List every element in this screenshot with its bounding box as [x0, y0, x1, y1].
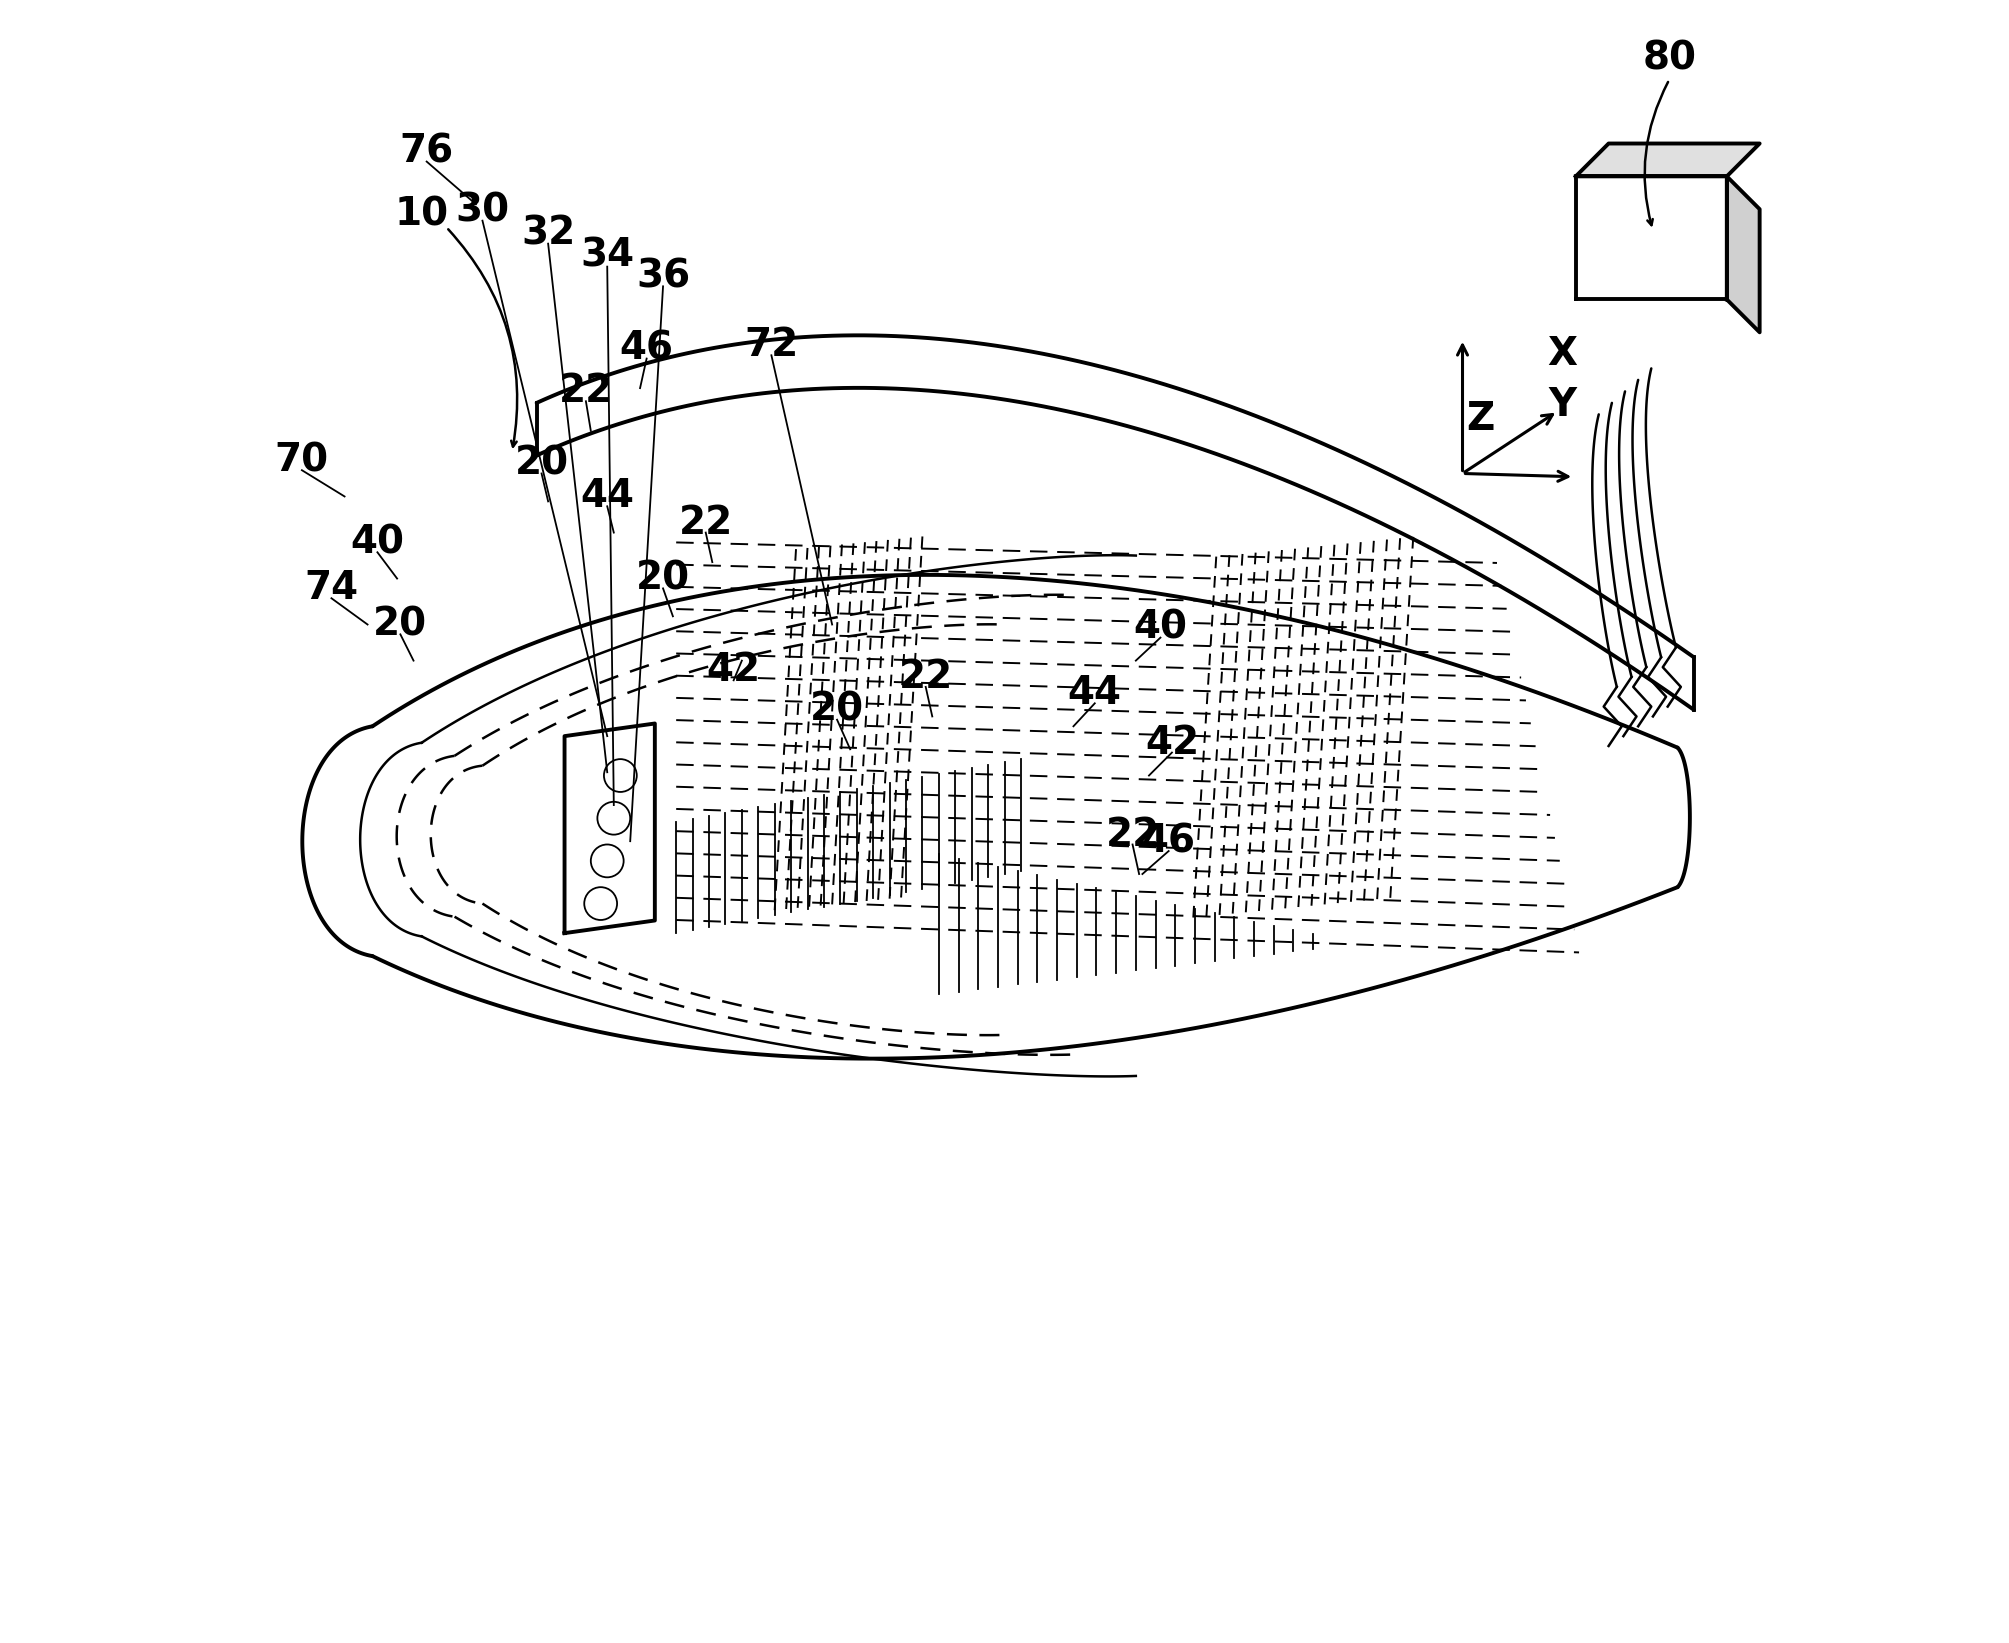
Text: 20: 20 — [810, 690, 864, 729]
Text: 80: 80 — [1641, 39, 1696, 77]
Text: 74: 74 — [305, 570, 358, 608]
Text: Z: Z — [1467, 401, 1495, 439]
Text: 20: 20 — [637, 560, 691, 598]
Text: 30: 30 — [456, 192, 510, 230]
Text: 20: 20 — [374, 606, 428, 644]
Text: 76: 76 — [400, 133, 454, 171]
Polygon shape — [1575, 176, 1728, 299]
Text: 22: 22 — [559, 373, 613, 411]
Text: 40: 40 — [1133, 610, 1187, 647]
Text: 22: 22 — [679, 504, 733, 542]
Polygon shape — [301, 575, 1690, 1058]
Text: 20: 20 — [514, 445, 569, 483]
Text: 72: 72 — [743, 327, 798, 365]
Text: 10: 10 — [394, 196, 448, 233]
Polygon shape — [565, 723, 655, 933]
Text: 34: 34 — [581, 237, 635, 274]
Text: 46: 46 — [619, 330, 673, 368]
Text: Y: Y — [1549, 386, 1577, 424]
Polygon shape — [536, 335, 1694, 710]
Text: 42: 42 — [1145, 723, 1199, 762]
Text: 22: 22 — [898, 659, 952, 697]
Text: 70: 70 — [275, 442, 329, 480]
Text: 22: 22 — [1105, 815, 1159, 854]
Text: 46: 46 — [1141, 822, 1195, 861]
Text: 40: 40 — [350, 524, 404, 562]
Text: X: X — [1547, 335, 1577, 373]
Polygon shape — [1575, 143, 1760, 176]
Text: 44: 44 — [1069, 675, 1121, 713]
Text: 42: 42 — [707, 652, 761, 690]
Polygon shape — [1728, 176, 1760, 332]
Text: 32: 32 — [520, 215, 575, 253]
Text: 44: 44 — [581, 478, 635, 516]
Text: 36: 36 — [637, 258, 691, 296]
